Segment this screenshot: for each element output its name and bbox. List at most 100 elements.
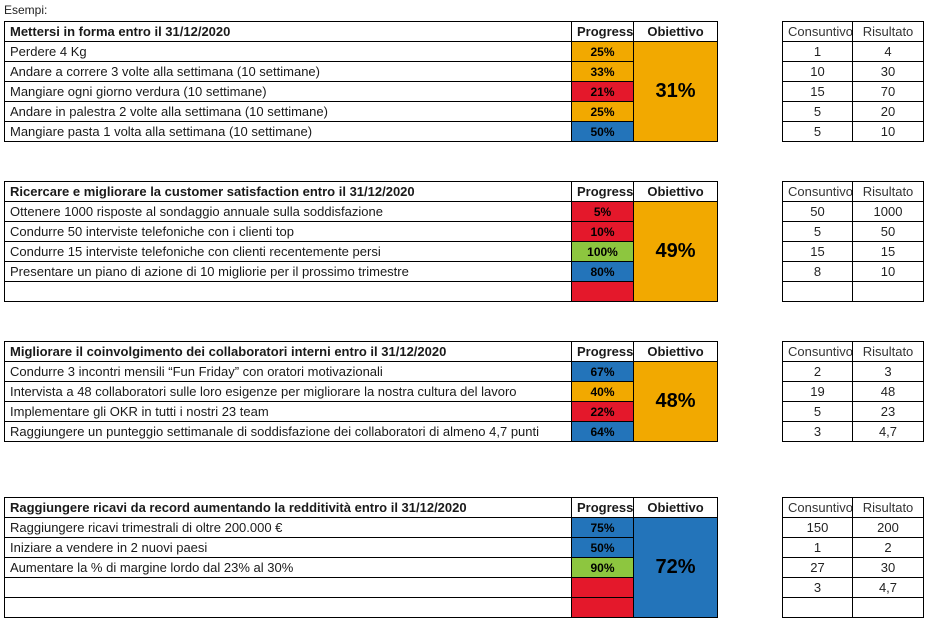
risultato-cell[interactable]: 10 — [852, 261, 924, 282]
risultato-cell[interactable]: 4 — [852, 41, 924, 62]
kr-label-cell[interactable]: Presentare un piano di azione di 10 migl… — [4, 261, 572, 282]
risultato-cell[interactable]: 4,7 — [852, 577, 924, 598]
kr-label-cell[interactable]: Condurre 15 interviste telefoniche con c… — [4, 241, 572, 262]
objective-value-cell[interactable]: 31% — [633, 41, 718, 142]
risultato-cell[interactable]: 48 — [852, 381, 924, 402]
objective-title-cell[interactable]: Ricercare e migliorare la customer satis… — [4, 181, 572, 202]
progress-cell[interactable]: 25% — [571, 41, 634, 62]
consuntivo-cell[interactable]: 15 — [782, 81, 853, 102]
progress-cell[interactable]: 22% — [571, 401, 634, 422]
kr-label-cell[interactable]: Andare in palestra 2 volte alla settiman… — [4, 101, 572, 122]
objective-header-cell[interactable]: Obiettivo — [633, 341, 718, 362]
kr-label-cell[interactable]: Intervista a 48 collaboratori sulle loro… — [4, 381, 572, 402]
consuntivo-cell[interactable]: 3 — [782, 577, 853, 598]
objective-header-cell[interactable]: Obiettivo — [633, 181, 718, 202]
consuntivo-cell[interactable]: 5 — [782, 121, 853, 142]
consuntivo-cell[interactable]: 8 — [782, 261, 853, 282]
consuntivo-cell[interactable]: 10 — [782, 61, 853, 82]
progress-cell[interactable]: 75% — [571, 517, 634, 538]
risultato-header-cell[interactable]: Risultato — [852, 181, 924, 202]
consuntivo-cell[interactable] — [782, 597, 853, 618]
progress-cell[interactable]: 67% — [571, 361, 634, 382]
progress-cell[interactable]: 25% — [571, 101, 634, 122]
progress-cell[interactable]: 10% — [571, 221, 634, 242]
objective-value-cell[interactable]: 48% — [633, 361, 718, 442]
kr-label-cell[interactable]: Raggiungere un punteggio settimanale di … — [4, 421, 572, 442]
consuntivo-cell[interactable]: 15 — [782, 241, 853, 262]
progress-cell[interactable] — [571, 577, 634, 598]
progress-cell[interactable]: 50% — [571, 121, 634, 142]
risultato-header-cell[interactable]: Risultato — [852, 341, 924, 362]
consuntivo-cell[interactable]: 150 — [782, 517, 853, 538]
progress-cell[interactable]: 90% — [571, 557, 634, 578]
risultato-cell[interactable]: 1000 — [852, 201, 924, 222]
risultato-cell[interactable]: 20 — [852, 101, 924, 122]
risultato-cell[interactable]: 2 — [852, 537, 924, 558]
risultato-cell[interactable]: 30 — [852, 61, 924, 82]
consuntivo-cell[interactable]: 27 — [782, 557, 853, 578]
consuntivo-header-cell[interactable]: Consuntivo — [782, 497, 853, 518]
kr-label-cell[interactable]: Aumentare la % di margine lordo dal 23% … — [4, 557, 572, 578]
progress-cell[interactable] — [571, 281, 634, 302]
objective-value-cell[interactable]: 49% — [633, 201, 718, 302]
progress-cell[interactable]: 80% — [571, 261, 634, 282]
progress-header-cell[interactable]: Progress — [571, 181, 634, 202]
consuntivo-cell[interactable]: 1 — [782, 41, 853, 62]
kr-label-cell[interactable]: Mangiare ogni giorno verdura (10 settima… — [4, 81, 572, 102]
progress-header-cell[interactable]: Progress — [571, 341, 634, 362]
progress-cell[interactable]: 21% — [571, 81, 634, 102]
progress-cell[interactable]: 64% — [571, 421, 634, 442]
progress-cell[interactable]: 50% — [571, 537, 634, 558]
kr-label-cell[interactable] — [4, 281, 572, 302]
consuntivo-cell[interactable]: 19 — [782, 381, 853, 402]
progress-header-cell[interactable]: Progress — [571, 497, 634, 518]
consuntivo-cell[interactable]: 2 — [782, 361, 853, 382]
consuntivo-cell[interactable]: 5 — [782, 401, 853, 422]
consuntivo-cell[interactable]: 1 — [782, 537, 853, 558]
objective-title-cell[interactable]: Raggiungere ricavi da record aumentando … — [4, 497, 572, 518]
risultato-cell[interactable]: 3 — [852, 361, 924, 382]
consuntivo-cell[interactable]: 50 — [782, 201, 853, 222]
kr-label-cell[interactable]: Iniziare a vendere in 2 nuovi paesi — [4, 537, 572, 558]
progress-header-cell[interactable]: Progress — [571, 21, 634, 42]
objective-title-cell[interactable]: Mettersi in forma entro il 31/12/2020 — [4, 21, 572, 42]
risultato-header-cell[interactable]: Risultato — [852, 21, 924, 42]
kr-label-cell[interactable]: Implementare gli OKR in tutti i nostri 2… — [4, 401, 572, 422]
consuntivo-cell[interactable]: 5 — [782, 101, 853, 122]
risultato-header-cell[interactable]: Risultato — [852, 497, 924, 518]
risultato-cell[interactable]: 50 — [852, 221, 924, 242]
risultato-cell[interactable]: 23 — [852, 401, 924, 422]
consuntivo-header-cell[interactable]: Consuntivo — [782, 341, 853, 362]
consuntivo-header-cell[interactable]: Consuntivo — [782, 21, 853, 42]
kr-label-cell[interactable]: Condurre 3 incontri mensili “Fun Friday”… — [4, 361, 572, 382]
consuntivo-header-cell[interactable]: Consuntivo — [782, 181, 853, 202]
progress-cell[interactable]: 100% — [571, 241, 634, 262]
kr-label-cell[interactable]: Perdere 4 Kg — [4, 41, 572, 62]
progress-cell[interactable]: 33% — [571, 61, 634, 82]
kr-label-cell[interactable]: Mangiare pasta 1 volta alla settimana (1… — [4, 121, 572, 142]
risultato-cell[interactable]: 30 — [852, 557, 924, 578]
progress-cell[interactable]: 40% — [571, 381, 634, 402]
kr-label-cell[interactable] — [4, 597, 572, 618]
risultato-cell[interactable] — [852, 281, 924, 302]
risultato-cell[interactable] — [852, 597, 924, 618]
risultato-cell[interactable]: 70 — [852, 81, 924, 102]
kr-label-cell[interactable]: Raggiungere ricavi trimestrali di oltre … — [4, 517, 572, 538]
objective-header-cell[interactable]: Obiettivo — [633, 497, 718, 518]
consuntivo-cell[interactable] — [782, 281, 853, 302]
kr-label-cell[interactable]: Andare a correre 3 volte alla settimana … — [4, 61, 572, 82]
risultato-cell[interactable]: 10 — [852, 121, 924, 142]
risultato-cell[interactable]: 200 — [852, 517, 924, 538]
kr-label-cell[interactable]: Ottenere 1000 risposte al sondaggio annu… — [4, 201, 572, 222]
objective-header-cell[interactable]: Obiettivo — [633, 21, 718, 42]
kr-label-cell[interactable]: Condurre 50 interviste telefoniche con i… — [4, 221, 572, 242]
risultato-cell[interactable]: 15 — [852, 241, 924, 262]
consuntivo-cell[interactable]: 5 — [782, 221, 853, 242]
consuntivo-cell[interactable]: 3 — [782, 421, 853, 442]
risultato-cell[interactable]: 4,7 — [852, 421, 924, 442]
kr-label-cell[interactable] — [4, 577, 572, 598]
progress-cell[interactable] — [571, 597, 634, 618]
progress-cell[interactable]: 5% — [571, 201, 634, 222]
objective-value-cell[interactable]: 72% — [633, 517, 718, 618]
objective-title-cell[interactable]: Migliorare il coinvolgimento dei collabo… — [4, 341, 572, 362]
